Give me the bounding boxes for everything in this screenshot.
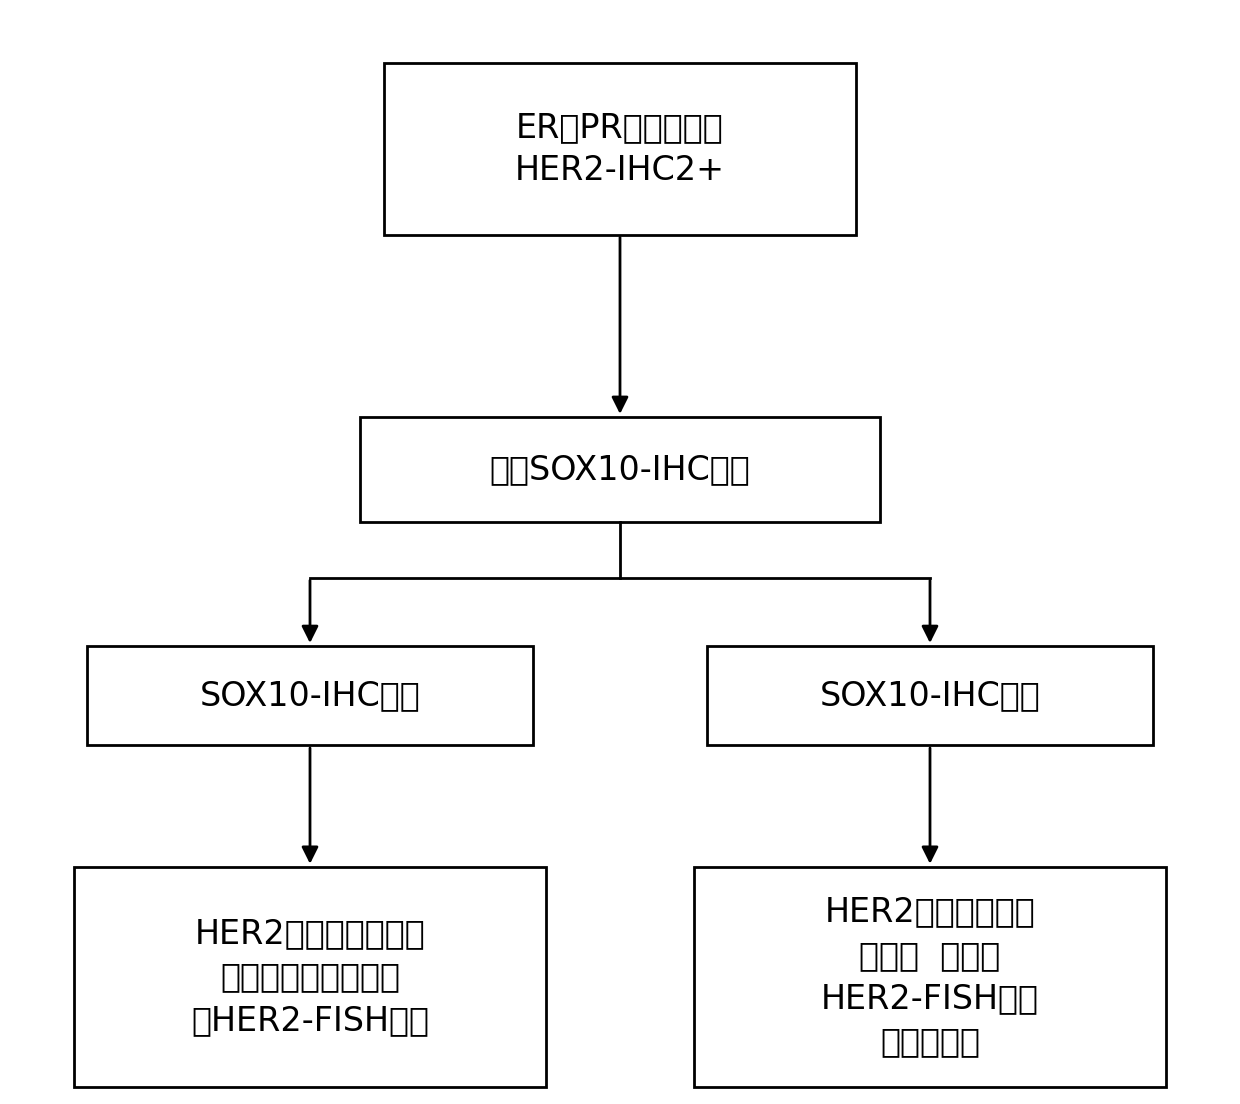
Text: ER和PR均为阴性，
HER2-IHC2+: ER和PR均为阴性， HER2-IHC2+ — [515, 110, 725, 188]
Text: HER2基因未扩增的几
率极大，患者可不进
行HER2-FISH检测: HER2基因未扩增的几 率极大，患者可不进 行HER2-FISH检测 — [191, 917, 429, 1037]
Bar — [707, 646, 1153, 745]
Bar — [74, 867, 546, 1087]
Text: SOX10-IHC阳性: SOX10-IHC阳性 — [200, 679, 420, 712]
Bar — [360, 416, 880, 522]
Bar — [384, 63, 856, 235]
Bar — [694, 867, 1166, 1087]
Text: HER2基因有扩增可
能性，  需进行
HER2-FISH检测
进一步确认: HER2基因有扩增可 能性， 需进行 HER2-FISH检测 进一步确认 — [821, 895, 1039, 1059]
Text: 进行SOX10-IHC检测: 进行SOX10-IHC检测 — [490, 453, 750, 486]
Bar — [87, 646, 533, 745]
Text: SOX10-IHC阴性: SOX10-IHC阴性 — [820, 679, 1040, 712]
